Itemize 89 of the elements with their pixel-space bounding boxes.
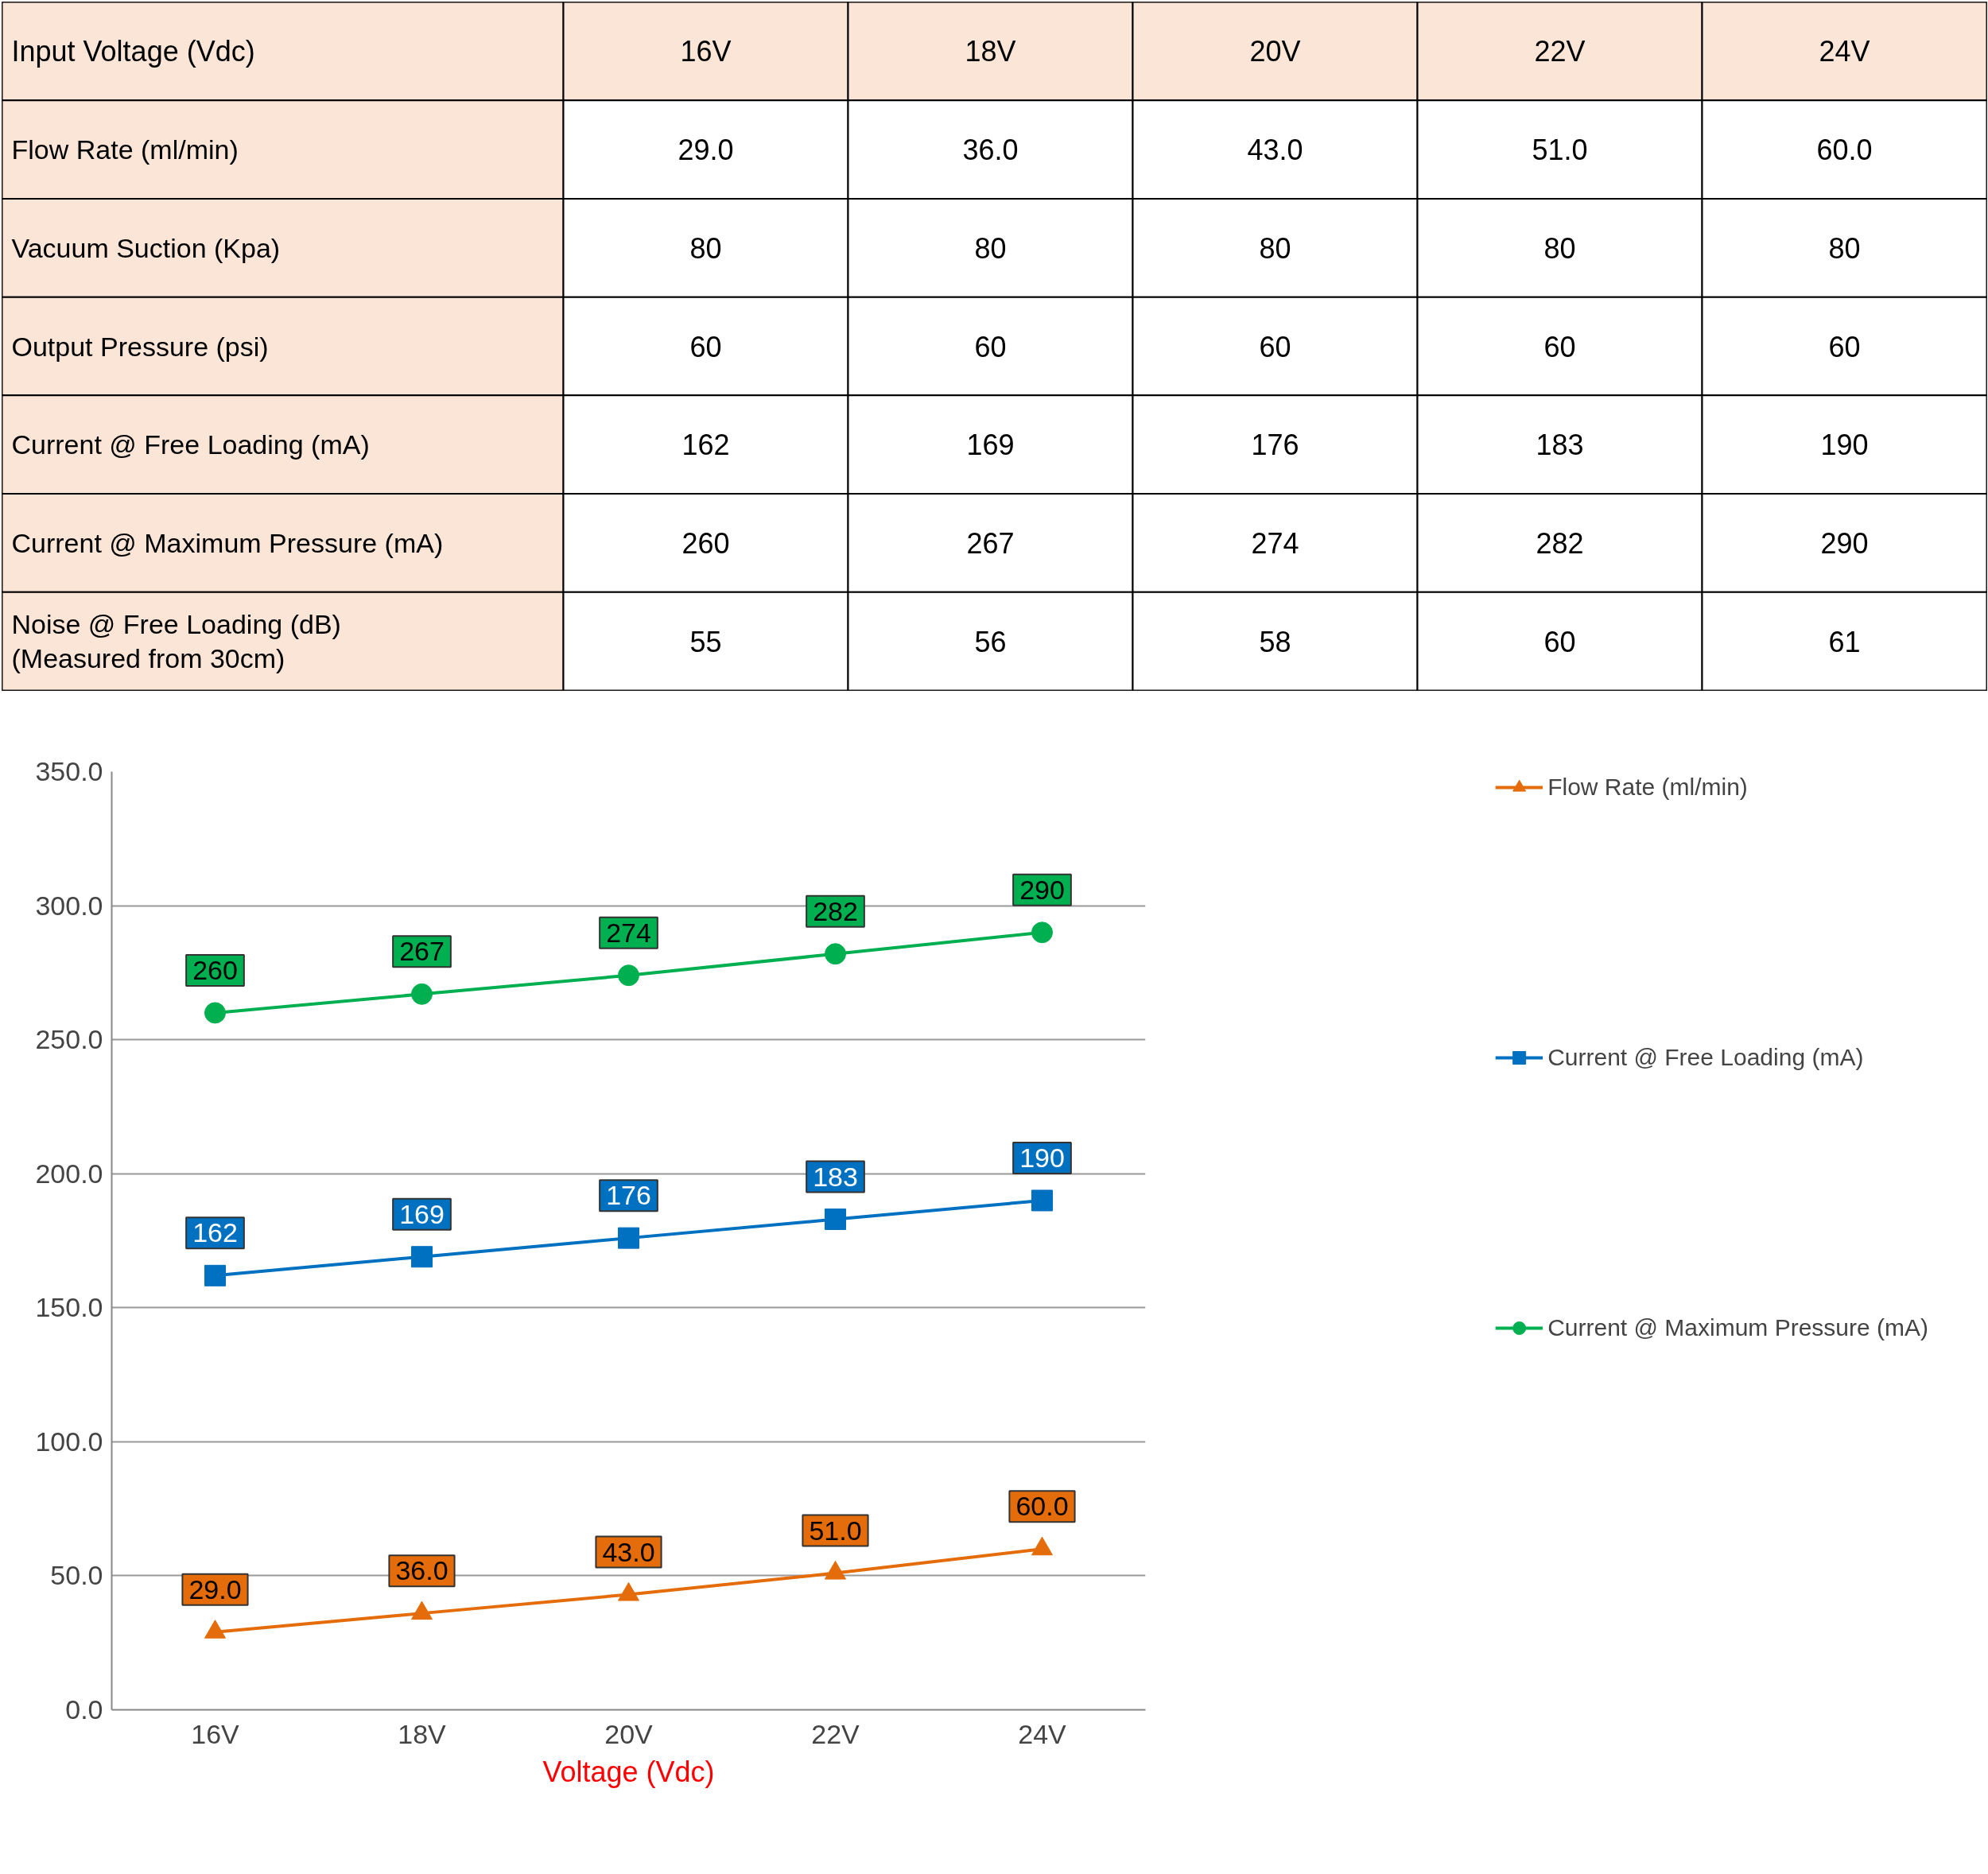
data-label: 290 [1019, 874, 1065, 905]
point [618, 1227, 639, 1249]
y-tick-label: 150.0 [35, 1292, 103, 1323]
x-tick-label: 20V [1249, 34, 1301, 68]
x-tick-label: 20V [604, 1718, 654, 1749]
data-label: 60.0 [1015, 1491, 1069, 1522]
data-label: 176 [1251, 429, 1299, 462]
y-tick-label: Current @ Free Loading (mA) [11, 429, 370, 460]
data-label: 190 [1019, 1142, 1065, 1173]
data-label: 176 [606, 1180, 651, 1211]
data-label: 274 [1251, 526, 1299, 560]
data-label: 60 [1828, 330, 1861, 363]
point [204, 1264, 226, 1286]
data-label: 80 [1543, 231, 1576, 265]
data-label: 169 [966, 429, 1015, 462]
legend-label: Current @ Free Loading (mA) [1547, 1044, 1864, 1071]
data-label: 274 [606, 917, 651, 948]
data-label: 56 [974, 625, 1007, 658]
y-tick-label: 300.0 [35, 890, 103, 921]
data-label: 183 [1536, 429, 1584, 462]
y-tick-label: 0.0 [65, 1694, 103, 1725]
x-tick-label: 18V [965, 34, 1016, 68]
data-label: 162 [192, 1217, 238, 1248]
data-label: 51.0 [809, 1515, 862, 1546]
data-label: 260 [192, 954, 238, 985]
y-tick-label: 100.0 [35, 1426, 103, 1457]
y-tick-label: Vacuum Suction (Kpa) [11, 232, 281, 263]
x-tick-label: 18V [398, 1718, 447, 1749]
legend-label: Flow Rate (ml/min) [1547, 774, 1748, 801]
point [411, 1246, 433, 1268]
y-tick-label: 50.0 [50, 1560, 103, 1591]
data-label: 80 [689, 231, 722, 265]
data-label: 282 [1536, 526, 1584, 560]
x-tick-label: 16V [680, 34, 732, 68]
data-label: 60 [1543, 625, 1576, 658]
y-tick-label: Flow Rate (ml/min) [11, 134, 239, 165]
x-tick-label: 22V [811, 1718, 860, 1749]
point [825, 1209, 846, 1231]
data-label: 36.0 [962, 134, 1019, 167]
x-tick-label: 24V [1018, 1718, 1067, 1749]
x-tick-label: 24V [1819, 34, 1870, 68]
point [825, 943, 846, 965]
y-tick-label: Current @ Maximum Pressure (mA) [11, 527, 444, 558]
data-label: 80 [1259, 231, 1291, 265]
data-label: 43.0 [1247, 134, 1303, 167]
data-label: 162 [681, 429, 730, 462]
y-tick-label: 350.0 [35, 756, 103, 786]
point [1031, 1536, 1053, 1556]
data-label: 282 [813, 895, 858, 926]
data-label: 29.0 [678, 134, 734, 167]
data-label: 29.0 [188, 1573, 242, 1604]
y-tick-label: 200.0 [35, 1158, 103, 1189]
y-tick-label: 250.0 [35, 1024, 103, 1055]
legend-label: Current @ Maximum Pressure (mA) [1547, 1314, 1928, 1341]
data-label: 80 [1828, 231, 1861, 265]
data-label: 58 [1259, 625, 1291, 658]
point [411, 1600, 433, 1620]
data-label: 80 [974, 231, 1007, 265]
data-label: 61 [1828, 625, 1861, 658]
x-axis-title: Voltage (Vdc) [542, 1755, 715, 1788]
x-tick-label: 22V [1534, 34, 1586, 68]
point [618, 964, 639, 987]
data-label: 169 [399, 1198, 445, 1229]
y-tick-label: Noise @ Free Loading (dB) (Measured from 30cm) [11, 608, 341, 674]
data-label: 51.0 [1532, 134, 1588, 167]
data-label: 183 [813, 1161, 858, 1192]
data-label: 55 [689, 625, 722, 658]
data-label: 190 [1820, 429, 1869, 462]
point [1031, 921, 1053, 944]
y-tick-label: Output Pressure (psi) [11, 331, 269, 362]
point [618, 1582, 639, 1601]
data-label: 60.0 [1816, 134, 1873, 167]
point [204, 1002, 226, 1024]
x-tick-label: 16V [191, 1718, 240, 1749]
point [1031, 1189, 1053, 1212]
data-label: 267 [966, 526, 1015, 560]
data-label: 267 [399, 936, 445, 967]
data-label: 260 [681, 526, 730, 560]
data-label: 60 [1543, 330, 1576, 363]
data-label: 60 [1259, 330, 1291, 363]
point [825, 1561, 846, 1580]
data-label: 290 [1820, 526, 1869, 560]
x-axis-title: Input Voltage (Vdc) [11, 34, 255, 68]
data-label: 43.0 [602, 1536, 655, 1567]
point [204, 1620, 226, 1639]
data-label: 60 [974, 330, 1007, 363]
point [411, 983, 433, 1005]
data-label: 60 [689, 330, 722, 363]
data-label: 36.0 [395, 1555, 448, 1586]
